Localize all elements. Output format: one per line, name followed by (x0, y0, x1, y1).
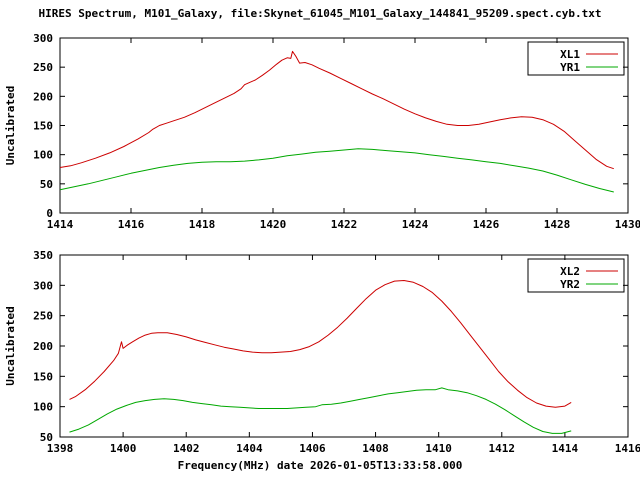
x-tick-label: 1404 (236, 442, 263, 455)
y-tick-label: 300 (33, 279, 53, 292)
legend-box (527, 258, 625, 293)
y-axis-title: Uncalibrated (4, 306, 17, 385)
y-tick-label: 50 (40, 431, 53, 444)
y-tick-label: 250 (33, 61, 53, 74)
x-tick-label: 1410 (425, 442, 452, 455)
x-tick-label: 1398 (47, 442, 74, 455)
y-tick-label: 250 (33, 310, 53, 323)
legend-label-YR1: YR1 (560, 61, 580, 74)
y-tick-label: 350 (33, 249, 53, 262)
y-axis-title: Uncalibrated (4, 86, 17, 165)
legend-label-YR2: YR2 (560, 278, 580, 291)
series-XL2-line (69, 280, 572, 408)
x-tick-label: 1418 (189, 218, 216, 231)
x-tick-label: 1422 (331, 218, 358, 231)
y-tick-label: 200 (33, 90, 53, 103)
x-tick-label: 1414 (552, 442, 579, 455)
x-axis-label: Frequency(MHz) date 2026-01-05T13:33:58.… (177, 459, 463, 472)
plot-border (59, 254, 629, 438)
x-tick-label: 1428 (544, 218, 571, 231)
y-tick-label: 150 (33, 370, 53, 383)
y-tick-label: 150 (33, 120, 53, 133)
x-tick-label: 1408 (362, 442, 389, 455)
x-tick-label: 1430 (615, 218, 640, 231)
y-tick-label: 200 (33, 340, 53, 353)
legend-box (527, 41, 625, 76)
x-tick-label: 1416 (615, 442, 640, 455)
panel-2: 1398 1400 1402 1404 1406 1408 1410 1412 1414 1416… (4, 249, 640, 455)
series-YR2-line (69, 387, 572, 434)
chart-title: HIRES Spectrum, M101_Galaxy, file:Skynet… (38, 7, 602, 20)
x-tick-label: 1426 (473, 218, 500, 231)
y-tick-label: 300 (33, 32, 53, 45)
x-tick-label: 1414 (47, 218, 74, 231)
y-tick-label: 50 (40, 178, 53, 191)
plot-border (59, 37, 629, 214)
y-tick-label: 100 (33, 401, 53, 414)
series-YR1-line (59, 148, 614, 193)
legend-label-XL2: XL2 (560, 265, 580, 278)
x-tick-label: 1406 (299, 442, 326, 455)
x-tick-label: 1402 (173, 442, 200, 455)
x-tick-label: 1424 (402, 218, 429, 231)
x-tick-label: 1416 (118, 218, 145, 231)
x-tick-label: 1412 (489, 442, 516, 455)
x-tick-label: 1400 (110, 442, 137, 455)
series-XL1-line (59, 50, 614, 170)
x-tick-label: 1420 (260, 218, 287, 231)
legend-label-XL1: XL1 (560, 48, 580, 61)
y-tick-label: 0 (46, 207, 53, 220)
panel-1: 1414 1416 1418 1420 1422 1424 1426 1428 1430 0 50 1… (4, 32, 640, 231)
y-tick-label: 100 (33, 149, 53, 162)
